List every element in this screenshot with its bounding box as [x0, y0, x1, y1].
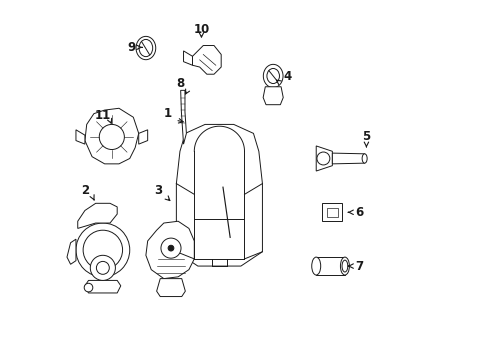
Polygon shape — [78, 203, 117, 228]
Polygon shape — [67, 239, 76, 264]
Polygon shape — [176, 125, 262, 266]
Text: 8: 8 — [176, 77, 183, 90]
Text: 5: 5 — [362, 130, 370, 144]
Circle shape — [168, 245, 174, 251]
Polygon shape — [316, 146, 332, 171]
Circle shape — [90, 255, 115, 280]
Ellipse shape — [362, 154, 366, 163]
Text: 10: 10 — [193, 23, 209, 36]
Circle shape — [316, 152, 329, 165]
Polygon shape — [322, 203, 342, 221]
Polygon shape — [192, 45, 221, 74]
Polygon shape — [156, 279, 185, 297]
Polygon shape — [316, 257, 344, 275]
Text: 4: 4 — [283, 69, 291, 82]
Polygon shape — [85, 108, 139, 164]
Text: 6: 6 — [354, 206, 363, 219]
Circle shape — [161, 238, 181, 258]
Polygon shape — [76, 130, 85, 144]
Ellipse shape — [136, 36, 155, 60]
Ellipse shape — [311, 257, 320, 275]
Polygon shape — [183, 51, 192, 65]
Polygon shape — [85, 280, 121, 293]
Polygon shape — [332, 153, 364, 164]
Text: 11: 11 — [95, 109, 111, 122]
Polygon shape — [263, 87, 283, 105]
Polygon shape — [180, 90, 186, 144]
Text: 3: 3 — [154, 184, 162, 197]
Text: 7: 7 — [354, 260, 363, 273]
Circle shape — [84, 283, 93, 292]
Polygon shape — [139, 130, 147, 144]
Text: 2: 2 — [81, 184, 89, 197]
Circle shape — [76, 223, 129, 277]
Text: 9: 9 — [127, 41, 135, 54]
Text: 1: 1 — [163, 107, 171, 120]
Ellipse shape — [263, 64, 283, 87]
Polygon shape — [145, 221, 194, 279]
Circle shape — [99, 125, 124, 149]
Ellipse shape — [340, 257, 349, 275]
